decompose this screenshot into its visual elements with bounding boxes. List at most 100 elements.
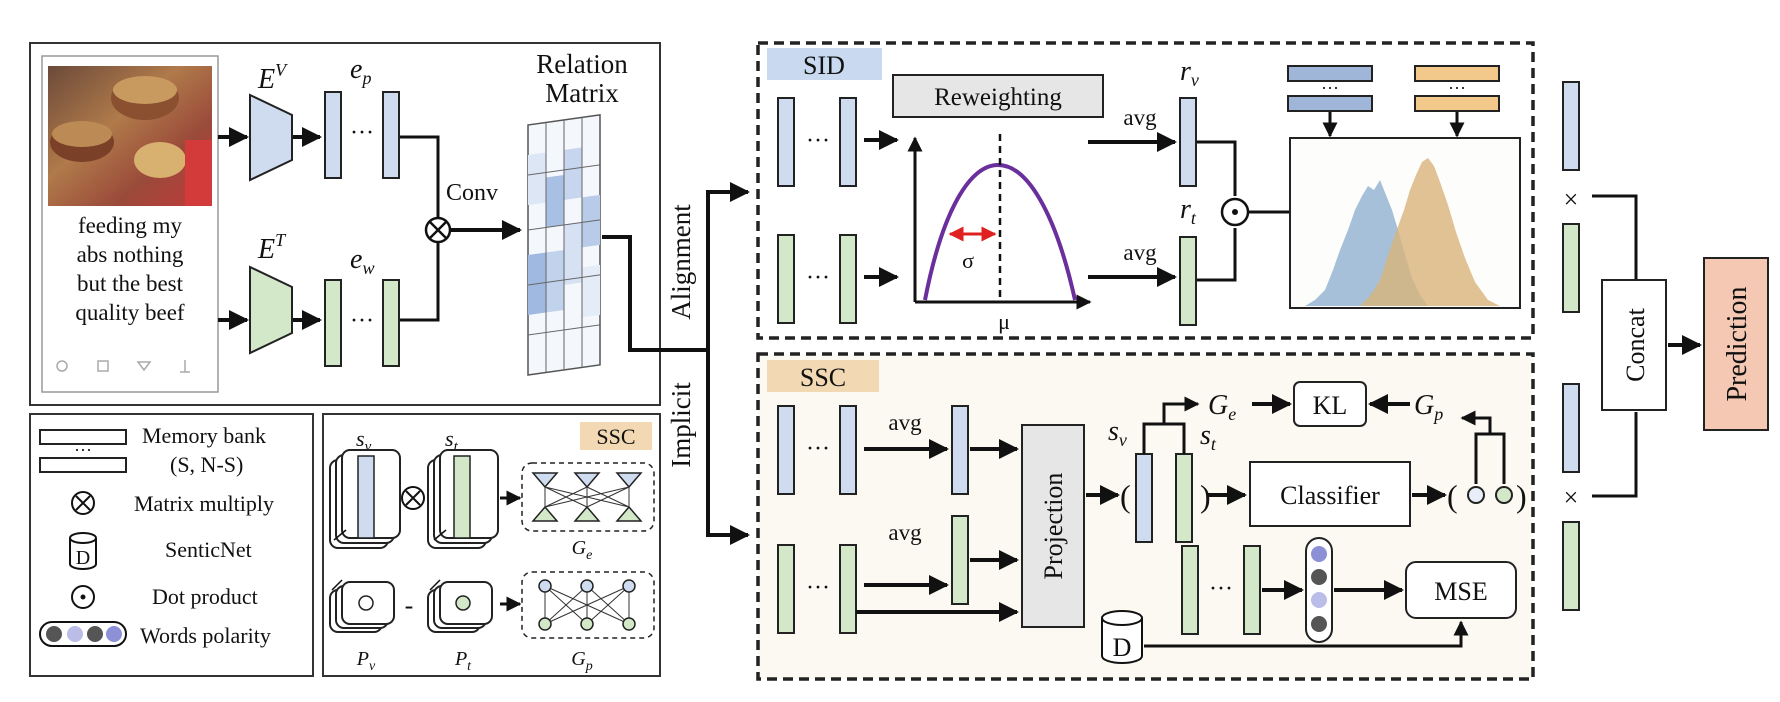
legend-memory-bank: Memory bank: [142, 423, 266, 448]
retweet-icon: [97, 360, 109, 372]
sv-label: sv: [1108, 416, 1127, 450]
dot-product-icon: [1220, 197, 1250, 227]
svg-text:): ): [1200, 478, 1211, 514]
legend-senticnet-icon: [69, 532, 97, 570]
ew-tokens: [324, 279, 400, 367]
caption-line-4: quality beef: [75, 300, 185, 325]
inset-sv-stack: [329, 449, 401, 549]
legend-matrix-multiply: Matrix multiply: [134, 491, 274, 516]
reply-icon: [56, 360, 68, 372]
sigma-label: σ: [962, 248, 974, 273]
svg-text:(: (: [1447, 478, 1458, 514]
gaussian-plot: [907, 134, 1092, 310]
inset-st-label: st: [445, 426, 459, 455]
reweighting-box: [892, 74, 1104, 118]
prediction-pair: [1467, 486, 1513, 504]
sid-avg-bottom: avg: [1123, 240, 1157, 265]
like-icon: [136, 361, 152, 372]
svg-text:···: ···: [806, 265, 830, 291]
out-visual-top: [1562, 81, 1580, 171]
svg-text:MSE: MSE: [1434, 577, 1487, 606]
gp-label: Gp: [1414, 390, 1443, 424]
visual-encoder: [249, 93, 293, 182]
svg-text:Projection: Projection: [1039, 473, 1068, 580]
sid-visual-tokens: [777, 97, 857, 187]
alignment-label: Alignment: [666, 204, 696, 320]
times-bottom: ×: [1564, 483, 1579, 512]
ssc-inset-tag: [580, 422, 652, 450]
svg-text:): ): [1516, 478, 1527, 514]
svg-text:···: ···: [350, 308, 374, 334]
matrix-multiply-icon: [424, 216, 452, 244]
ssc-text-avg: [951, 515, 969, 605]
inset-gp-label: Gp: [571, 648, 592, 674]
legend-senticnet: SenticNet: [165, 537, 252, 562]
legend-words-polarity-icon: [39, 621, 127, 647]
tweet-actions: [56, 360, 190, 373]
relation-matrix: [527, 114, 601, 376]
memory-bank-icon: [39, 429, 127, 473]
ssc-sentiment-tokens: [1181, 545, 1261, 635]
caption-line-1: feeding my: [78, 213, 183, 238]
conv-label: Conv: [446, 180, 498, 206]
inset-gp-graph: [521, 571, 655, 639]
svg-text:···: ···: [1209, 576, 1233, 602]
inset-st-stack: [427, 449, 499, 549]
legend-dot-product-icon: [71, 585, 95, 609]
inset-sv-label: sv: [356, 426, 372, 455]
st-vector: [1175, 453, 1193, 543]
concat-box: [1601, 279, 1667, 411]
caption-line-2: abs nothing: [77, 242, 184, 267]
classifier-box: [1249, 461, 1411, 527]
svg-text:···: ···: [806, 575, 830, 601]
legend-words-polarity: Words polarity: [140, 623, 271, 648]
inset-ge-label: Ge: [572, 537, 593, 563]
svg-text:Concat: Concat: [1621, 307, 1650, 381]
distribution-histogram: [1289, 137, 1521, 309]
svg-text:D: D: [1113, 633, 1132, 662]
ssc-avg-bottom: avg: [888, 520, 922, 545]
ge-label: Ge: [1208, 390, 1236, 424]
legend-dot-product: Dot product: [152, 584, 258, 609]
memory-bank-sarcastic: [1287, 65, 1373, 112]
inset-pt-label: Pt: [454, 648, 472, 674]
inset-pt-stack: [427, 581, 493, 633]
projection-box: [1021, 424, 1085, 628]
text-encoder-label: ET: [257, 230, 287, 265]
rt-vector: [1179, 236, 1197, 326]
relation-matrix-title-1: Relation: [536, 49, 628, 79]
legend-memory-bank-sn: (S, N-S): [170, 452, 243, 477]
ssc-text-tokens: [777, 544, 857, 634]
inset-pv-label: Pv: [356, 648, 376, 674]
rt-label: rt: [1180, 194, 1197, 228]
visual-encoder-label: EV: [257, 60, 288, 95]
svg-text:···: ···: [806, 436, 830, 462]
share-icon: [180, 360, 190, 373]
legend-matrix-multiply-icon: [71, 491, 95, 515]
svg-text:SSC: SSC: [596, 424, 635, 449]
implicit-label: Implicit: [666, 382, 696, 468]
food-photo: [48, 66, 212, 206]
relation-matrix-title-2: Matrix: [545, 78, 619, 108]
senticnet-icon: [1101, 610, 1143, 664]
svg-text:SID: SID: [803, 51, 845, 80]
inset-matrix-multiply-icon: [401, 486, 425, 510]
ssc-avg-top: avg: [888, 410, 922, 435]
svg-text:···: ···: [350, 120, 374, 146]
svg-text:(: (: [1120, 478, 1131, 514]
words-polarity-column: [1305, 537, 1333, 643]
tweet-caption: feeding my abs nothing but the best qual…: [75, 213, 185, 325]
rv-vector: [1179, 97, 1197, 187]
ssc-visual-tokens: [777, 405, 857, 495]
st-label: st: [1200, 420, 1217, 454]
mu-label: μ: [998, 309, 1010, 334]
ew-label: ew: [350, 244, 374, 278]
sv-vector: [1135, 453, 1153, 543]
ssc-visual-avg: [951, 405, 969, 495]
out-text-bottom: [1562, 521, 1580, 611]
sid-text-tokens: [777, 234, 857, 324]
rv-label: rv: [1180, 56, 1199, 90]
out-text-top: [1562, 223, 1580, 313]
